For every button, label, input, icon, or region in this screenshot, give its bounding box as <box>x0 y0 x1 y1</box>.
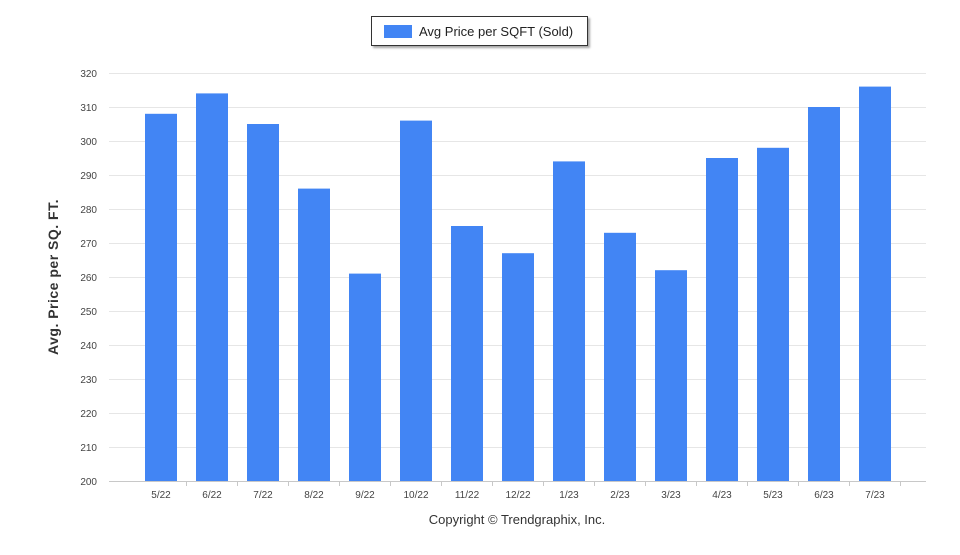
legend-label: Avg Price per SQFT (Sold) <box>419 23 574 39</box>
bar-7-23 <box>859 86 891 481</box>
y-tick-label: 200 <box>80 477 97 488</box>
copyright-footer: Copyright © Trendgraphix, Inc. <box>429 512 606 527</box>
x-tick-label: 9/22 <box>355 490 375 501</box>
y-axis-label: Avg. Price per SQ. FT. <box>45 199 61 355</box>
x-tick-label: 1/23 <box>559 490 579 501</box>
x-tick-label: 6/22 <box>202 490 222 501</box>
bar-11-22 <box>451 226 483 481</box>
x-tick-label: 4/23 <box>712 490 732 501</box>
legend-swatch <box>384 24 412 38</box>
y-tick-label: 240 <box>80 341 97 352</box>
x-tick-label: 12/22 <box>505 490 530 501</box>
bar-10-22 <box>400 120 432 481</box>
x-tick-label: 6/23 <box>814 490 834 501</box>
x-tick-label: 5/22 <box>151 490 171 501</box>
y-tick-label: 290 <box>80 171 97 182</box>
bar-4-23 <box>706 158 738 481</box>
x-tick-label: 11/22 <box>455 490 480 501</box>
y-tick-label: 300 <box>80 137 97 148</box>
y-tick-label: 210 <box>80 443 97 454</box>
bar-2-23 <box>604 232 636 481</box>
y-tick-label: 310 <box>80 103 97 114</box>
chart-legend: Avg Price per SQFT (Sold) <box>371 16 588 46</box>
y-tick-label: 320 <box>80 69 97 80</box>
bars <box>145 86 891 482</box>
y-tick-label: 280 <box>80 205 97 216</box>
x-tick-label: 5/23 <box>763 490 783 501</box>
bar-6-22 <box>196 93 228 482</box>
y-tick-label: 260 <box>80 273 97 284</box>
bar-3-23 <box>655 270 687 481</box>
y-tick-label: 270 <box>80 239 97 250</box>
x-tick-label: 3/23 <box>661 490 681 501</box>
bar-8-22 <box>298 188 330 481</box>
bar-9-22 <box>349 273 381 481</box>
bar-7-22 <box>247 124 279 481</box>
x-tick-label: 10/22 <box>403 490 428 501</box>
axes: 200 210 220 230 240 250 260 270 280 290 300 310 320 5… <box>80 69 901 501</box>
x-tick-label: 8/22 <box>304 490 324 501</box>
bar-5-22 <box>145 113 177 482</box>
y-tick-label: 220 <box>80 409 97 420</box>
x-tick-label: 7/23 <box>865 490 885 501</box>
y-tick-label: 250 <box>80 307 97 318</box>
x-tick-label: 7/22 <box>253 490 273 501</box>
bar-6-23 <box>808 107 840 481</box>
y-tick-label: 230 <box>80 375 97 386</box>
x-tick-label: 2/23 <box>610 490 630 501</box>
bar-5-23 <box>757 147 789 482</box>
bar-1-23 <box>553 161 585 481</box>
bar-12-22 <box>502 253 534 481</box>
